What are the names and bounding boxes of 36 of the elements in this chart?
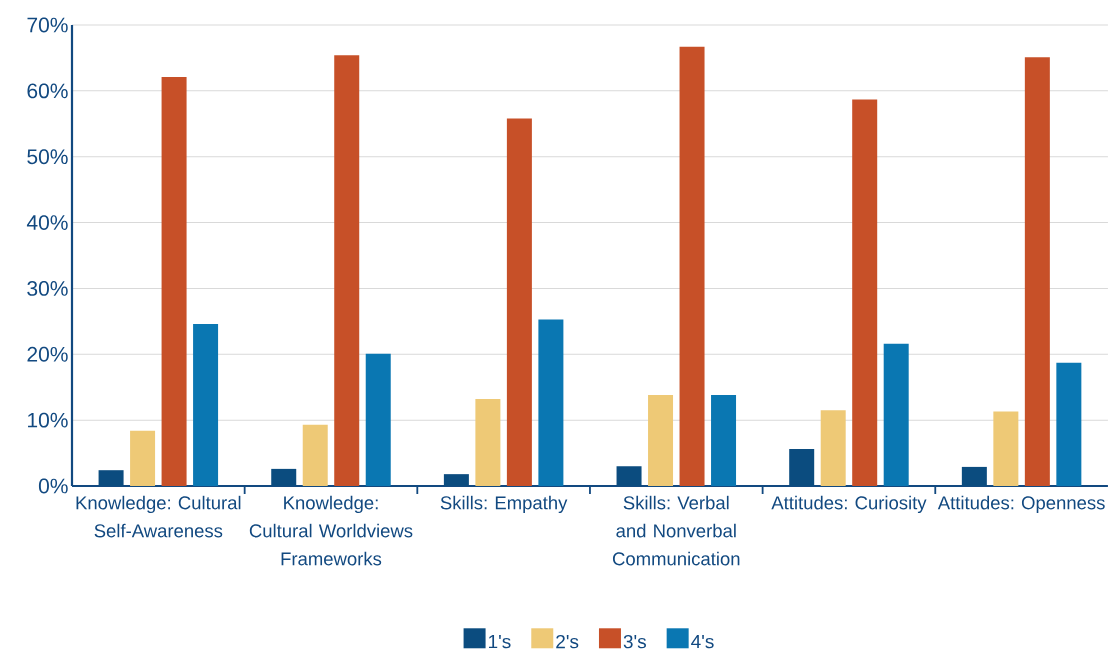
bar: [334, 55, 360, 486]
bar: [130, 430, 156, 486]
y-tick-label: 60%: [27, 83, 68, 99]
bar: [883, 343, 909, 486]
x-tick-label: Knowledge: Cultural Worldviews Frameworks: [249, 495, 413, 566]
bar: [648, 395, 674, 486]
bar: [993, 411, 1019, 486]
bar: [679, 46, 705, 486]
bar: [475, 399, 501, 486]
y-tick-label: 40%: [26, 215, 68, 231]
x-tick-label: Knowledge: Cultural Self-Awareness: [76, 495, 241, 538]
bar: [506, 118, 532, 486]
y-tick-label: 50%: [27, 149, 68, 165]
legend-label: 1's: [489, 635, 511, 649]
legend-label: 2's: [556, 634, 579, 649]
bar: [1024, 57, 1050, 486]
bar: [820, 410, 846, 486]
bar: [711, 395, 737, 486]
bar: [161, 77, 187, 486]
legend-label: 3's: [623, 634, 646, 649]
x-tick-label: Skills: Empathy: [440, 495, 568, 514]
y-tick-label: 20%: [27, 346, 68, 362]
x-tick-label: Attitudes: Curiosity: [771, 495, 927, 514]
bar: [302, 424, 328, 486]
y-tick-label: 70%: [27, 17, 68, 33]
bar: [365, 353, 391, 486]
bar: [852, 99, 878, 486]
y-tick-label: 30%: [27, 281, 68, 296]
bar: [193, 323, 219, 486]
bar: [1056, 362, 1082, 486]
y-tick-label: 10%: [28, 412, 68, 428]
bar: [538, 319, 564, 486]
x-tick-label: Attitudes: Openness: [937, 495, 1105, 514]
y-tick-label: 0%: [38, 478, 68, 494]
legend-label: 4's: [691, 635, 714, 649]
x-tick-label: Skills: Verbal and Nonverbal Communication: [612, 495, 740, 566]
